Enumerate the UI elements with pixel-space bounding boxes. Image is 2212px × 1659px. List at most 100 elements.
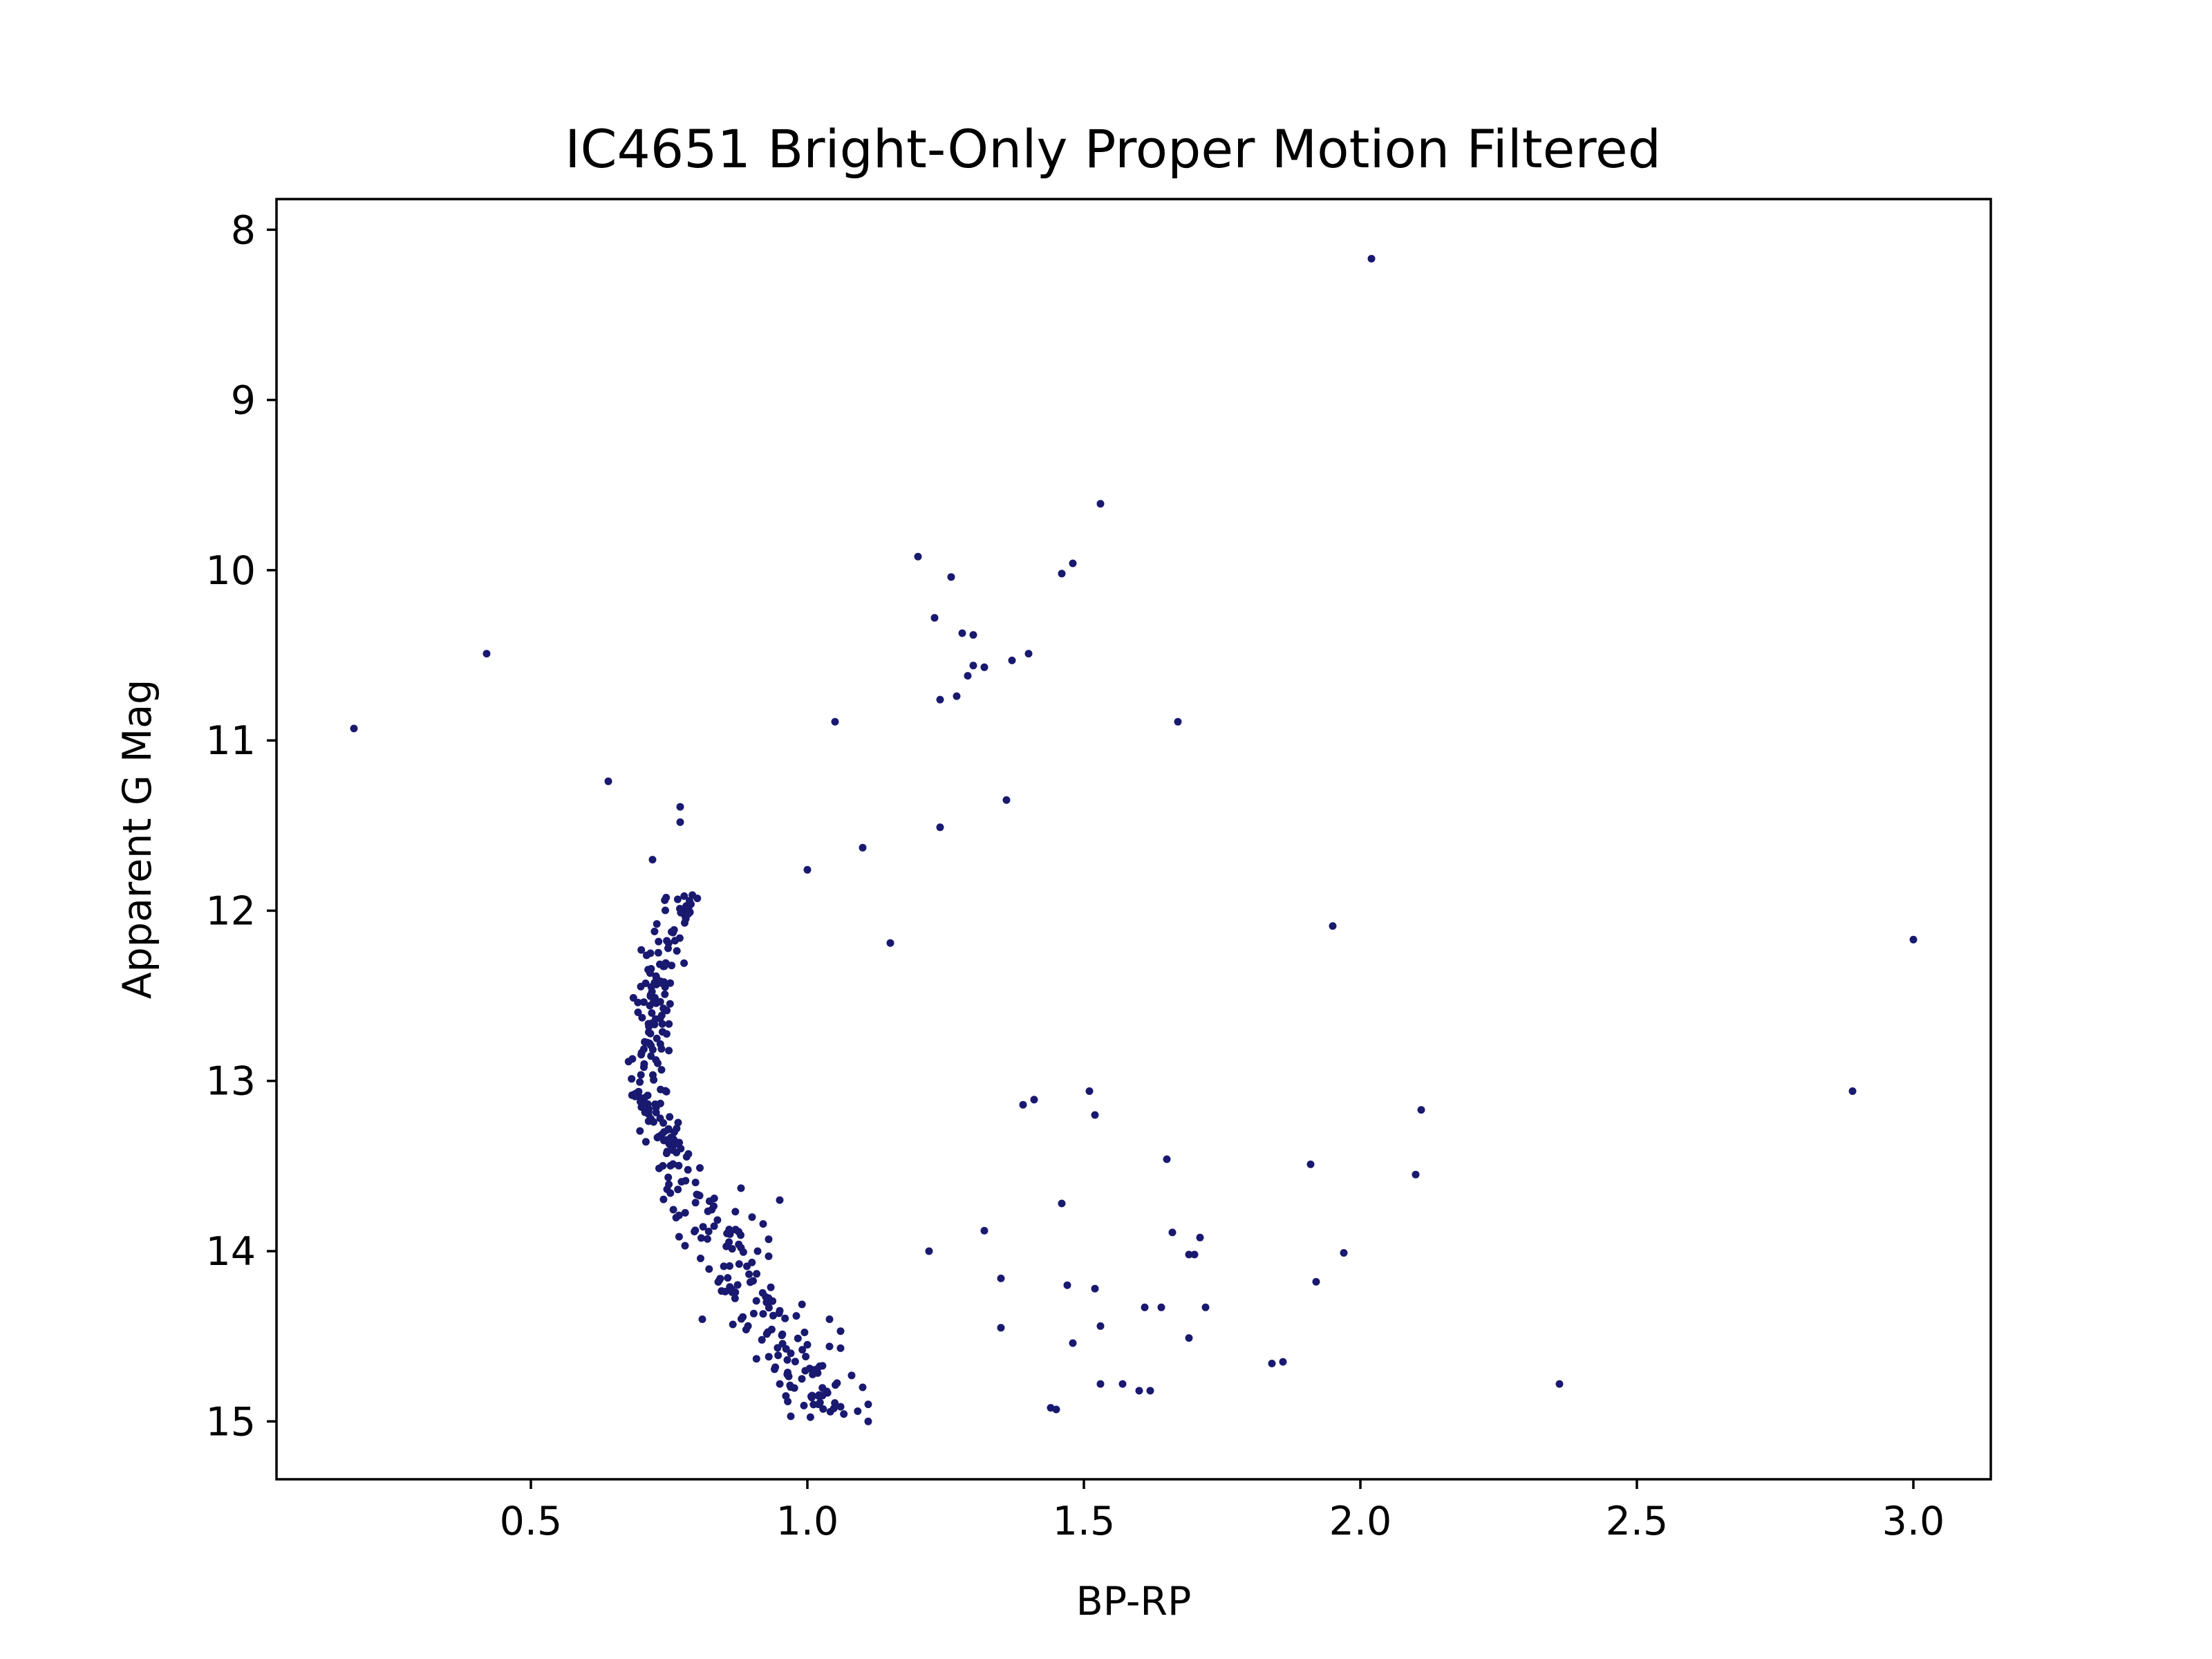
data-point — [749, 1309, 758, 1318]
data-point — [636, 1127, 644, 1135]
data-point — [651, 1015, 659, 1023]
data-point — [664, 1173, 673, 1181]
x-tick-label: 2.5 — [1606, 1499, 1669, 1544]
data-point — [798, 1346, 807, 1354]
data-point — [859, 1383, 867, 1391]
data-point — [735, 1260, 743, 1268]
data-point — [836, 1327, 845, 1335]
data-point — [682, 1177, 690, 1185]
data-point — [1058, 1199, 1066, 1208]
data-point — [784, 1398, 792, 1405]
data-point — [1268, 1360, 1276, 1367]
data-point — [1118, 1380, 1127, 1388]
data-point — [767, 1325, 776, 1333]
data-point — [697, 1234, 705, 1242]
data-point — [787, 1412, 795, 1421]
data-point — [1909, 935, 1918, 944]
data-point — [798, 1300, 806, 1309]
data-point — [697, 1255, 704, 1262]
data-point — [1096, 1380, 1105, 1388]
data-point — [748, 1258, 756, 1266]
data-point — [646, 1040, 654, 1047]
data-point — [1146, 1387, 1154, 1395]
data-point — [791, 1358, 799, 1366]
data-point — [720, 1262, 728, 1271]
data-point — [1069, 559, 1077, 568]
data-point — [663, 937, 671, 945]
data-point — [831, 718, 839, 726]
data-point — [774, 1351, 782, 1360]
data-point — [980, 1226, 988, 1235]
data-point — [739, 1248, 747, 1256]
data-point — [669, 1146, 677, 1154]
data-point — [663, 1147, 671, 1156]
data-point — [648, 1009, 656, 1017]
data-point — [814, 1369, 822, 1377]
data-point — [666, 1113, 674, 1121]
data-point — [803, 865, 812, 874]
data-point — [778, 1330, 787, 1338]
data-point — [665, 1180, 673, 1188]
data-point — [640, 1063, 648, 1071]
data-point — [664, 1125, 672, 1134]
x-tick-label: 3.0 — [1882, 1499, 1945, 1544]
y-axis-label: Apparent G Mag — [115, 679, 160, 1000]
data-point — [759, 1220, 767, 1228]
data-point — [964, 672, 972, 680]
data-point — [737, 1184, 745, 1192]
data-point — [997, 1324, 1005, 1332]
data-point — [1196, 1233, 1204, 1241]
data-point — [482, 650, 491, 658]
data-point — [969, 631, 977, 639]
data-point — [724, 1274, 732, 1282]
data-point — [670, 926, 678, 934]
data-point — [637, 1071, 645, 1079]
data-point — [745, 1270, 753, 1278]
data-point — [1091, 1284, 1099, 1293]
data-point — [695, 1192, 704, 1200]
data-point — [765, 1252, 773, 1260]
data-point — [748, 1213, 756, 1221]
data-point — [646, 1114, 655, 1123]
data-point — [735, 1240, 743, 1248]
data-point — [1174, 718, 1182, 726]
data-point — [1063, 1281, 1071, 1289]
data-point — [836, 1344, 845, 1352]
data-point — [639, 998, 648, 1006]
data-point — [762, 1298, 771, 1306]
data-point — [676, 818, 684, 826]
data-point — [675, 1232, 683, 1241]
data-point — [691, 1199, 700, 1207]
data-point — [722, 1242, 731, 1250]
x-axis: 0.5 1.0 1.5 2.0 2.5 3.0 — [500, 1479, 1945, 1544]
data-point — [798, 1375, 806, 1383]
data-point — [674, 1118, 682, 1127]
data-point — [673, 947, 681, 955]
data-point — [819, 1405, 827, 1413]
data-point — [1069, 1339, 1077, 1347]
data-point — [744, 1322, 752, 1330]
y-tick-label: 9 — [231, 378, 256, 424]
data-point — [1157, 1303, 1165, 1311]
data-point — [1329, 922, 1337, 930]
data-point — [691, 1226, 700, 1235]
data-point — [762, 1330, 771, 1338]
data-point — [753, 1270, 761, 1278]
data-point — [792, 1312, 800, 1320]
data-point — [661, 990, 669, 998]
y-tick-label: 14 — [205, 1229, 256, 1275]
data-point — [649, 1071, 657, 1079]
data-point — [847, 1371, 856, 1380]
data-point — [645, 1028, 653, 1036]
data-point — [657, 1044, 666, 1053]
data-point — [666, 1000, 674, 1008]
data-point — [655, 937, 663, 946]
data-point — [765, 1353, 773, 1361]
data-point — [681, 1209, 689, 1217]
data-point — [752, 1297, 760, 1305]
data-point — [653, 1134, 662, 1142]
data-point — [628, 1075, 636, 1083]
data-point — [859, 843, 867, 852]
x-tick-label: 1.5 — [1053, 1499, 1116, 1544]
data-point — [638, 1013, 646, 1022]
